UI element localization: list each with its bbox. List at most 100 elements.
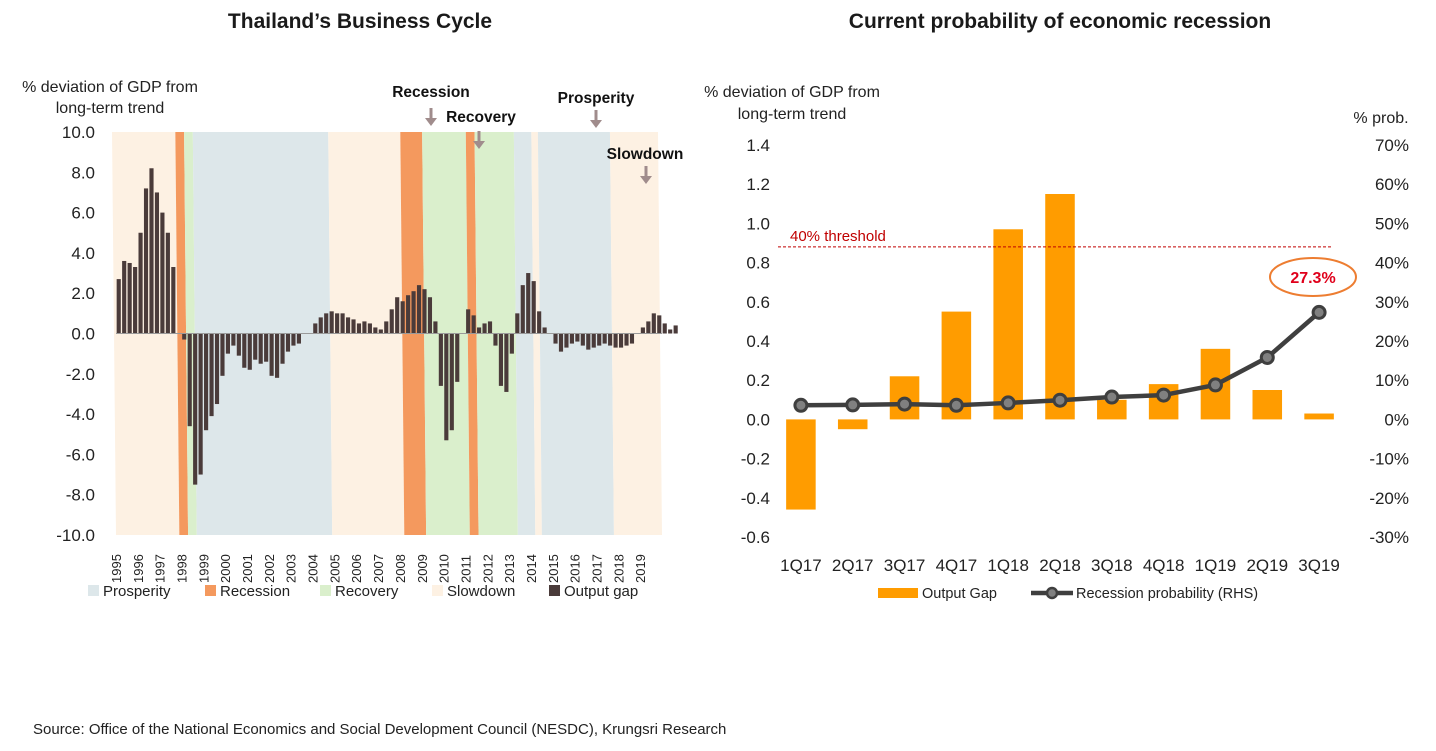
recession-probability-point — [897, 396, 913, 412]
output-gap-bar — [586, 333, 591, 350]
legend-label: Recession probability (RHS) — [1076, 586, 1258, 602]
y2-tick-label: 30% — [1375, 293, 1409, 312]
legend-label: Slowdown — [447, 583, 515, 600]
output-gap-bar — [384, 321, 389, 334]
output-gap-bar — [242, 333, 247, 368]
legend-swatch — [549, 585, 560, 596]
y2-tick-label: 0% — [1384, 410, 1409, 429]
y2-tick-label: -30% — [1369, 528, 1409, 547]
output-gap-bar — [182, 333, 187, 340]
output-gap-bar — [209, 333, 214, 417]
recession-probability-point — [1311, 304, 1327, 320]
output-gap-bar — [602, 333, 607, 344]
output-gap-bar — [143, 188, 149, 334]
output-gap-bar — [455, 333, 460, 382]
x-tick-label: 2Q17 — [832, 556, 874, 575]
output-gap-bar — [504, 333, 509, 392]
output-gap-bar — [389, 309, 394, 334]
recession-probability-point — [793, 397, 809, 413]
x-tick-label: 4Q17 — [936, 556, 978, 575]
legend-label: Output gap — [564, 583, 638, 600]
x-tick-label: 1995 — [109, 554, 124, 583]
x-tick-label: 2Q18 — [1039, 556, 1081, 575]
recession-probability-point — [1156, 387, 1172, 403]
right-chart-title: Current probability of economic recessio… — [848, 10, 1272, 33]
output-gap-bar — [673, 325, 678, 334]
output-gap-bar — [187, 333, 192, 427]
output-gap-bar — [580, 333, 585, 346]
output-gap-bar — [1304, 413, 1334, 420]
output-gap-bar — [406, 295, 411, 334]
output-gap-bar — [198, 333, 203, 475]
output-gap-bar — [433, 321, 438, 334]
output-gap-bar — [591, 333, 596, 348]
output-gap-bar — [258, 333, 263, 364]
x-tick-label: 2017 — [589, 554, 604, 583]
output-gap-bar — [564, 333, 569, 348]
output-gap-bar — [482, 323, 487, 334]
source-note: Source: Office of the National Economics… — [33, 721, 727, 738]
output-gap-bar — [280, 333, 285, 364]
output-gap-bar — [269, 333, 274, 376]
y2-tick-label: 50% — [1375, 214, 1409, 233]
legend-label: Recession — [220, 583, 290, 600]
output-gap-bar — [1045, 194, 1075, 420]
output-gap-bar — [324, 313, 329, 334]
y2-tick-label: 20% — [1375, 332, 1409, 351]
output-gap-bar — [640, 327, 645, 334]
output-gap-bar — [160, 212, 165, 334]
output-gap-bar — [537, 311, 542, 334]
output-gap-bar — [154, 192, 160, 334]
legend-swatch-output-gap — [878, 588, 918, 598]
output-gap-bar — [214, 333, 220, 405]
x-tick-label: 1996 — [131, 554, 146, 583]
legend-swatch — [88, 585, 99, 596]
y-axis-label: % deviation of GDP from — [22, 79, 198, 96]
y-axis-label: long-term trend — [56, 100, 165, 117]
output-gap-bar — [285, 333, 291, 352]
output-gap-bar — [264, 333, 269, 362]
output-gap-bar — [253, 333, 258, 360]
y2-tick-label: 40% — [1375, 254, 1409, 273]
output-gap-bar — [247, 333, 252, 370]
recession-probability-point — [1259, 349, 1275, 365]
x-tick-label: 3Q17 — [884, 556, 926, 575]
y-tick-label: 0.0 — [71, 325, 95, 344]
output-gap-bar — [1097, 399, 1127, 420]
y-tick-label: 8.0 — [71, 163, 95, 182]
output-gap-bar — [526, 273, 531, 334]
highlight-label: 27.3% — [1290, 270, 1335, 287]
output-gap-bar — [373, 327, 378, 334]
output-gap-bar — [225, 333, 231, 354]
y-tick-label: -0.4 — [741, 489, 770, 508]
x-tick-label: 2013 — [502, 554, 517, 583]
x-tick-label: 2007 — [371, 554, 386, 583]
x-tick-label: 2Q19 — [1246, 556, 1288, 575]
output-gap-bar — [345, 317, 351, 334]
x-tick-label: 2016 — [568, 554, 583, 583]
output-gap-bar — [662, 323, 667, 334]
output-gap-bar — [444, 333, 449, 441]
annotation-arrow-head — [473, 141, 485, 149]
y-tick-label: 6.0 — [71, 204, 95, 223]
output-gap-bar — [149, 168, 154, 334]
output-gap-bar — [274, 333, 280, 378]
x-tick-label: 2005 — [327, 554, 342, 583]
recession-probability-point — [948, 397, 964, 413]
output-gap-bar — [367, 323, 372, 334]
output-gap-bar — [236, 333, 241, 356]
output-gap-bar — [427, 297, 433, 334]
output-gap-bar — [597, 333, 602, 346]
legend-swatch — [432, 585, 443, 596]
x-tick-label: 1997 — [153, 554, 168, 583]
output-gap-bar — [837, 419, 868, 430]
output-gap-bar — [171, 267, 176, 334]
output-gap-bar — [498, 333, 504, 386]
output-gap-bar — [400, 301, 405, 334]
output-gap-bar — [624, 333, 629, 346]
output-gap-bar — [531, 281, 536, 334]
output-gap-bar — [313, 323, 318, 334]
legend-swatch — [320, 585, 331, 596]
x-tick-label: 2019 — [633, 554, 648, 583]
output-gap-bar — [291, 333, 296, 346]
